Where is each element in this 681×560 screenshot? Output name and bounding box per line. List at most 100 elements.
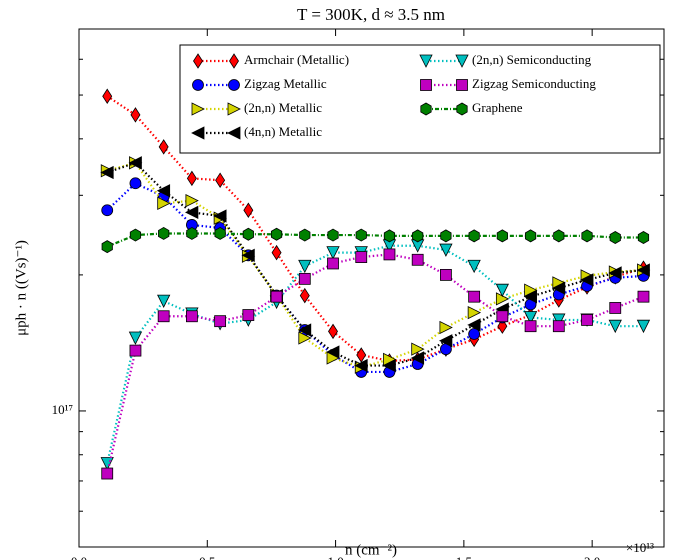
data-point [496,229,508,243]
data-point [243,202,254,218]
data-point [128,156,142,170]
data-point [637,290,650,303]
data-point [439,334,453,348]
x-tick-label: 0.5 [199,554,215,560]
data-point [270,227,283,241]
data-point [440,268,452,281]
data-point [356,347,367,363]
data-point [524,229,537,243]
plot-frame [78,28,665,548]
data-point [355,251,368,263]
data-point [608,266,622,280]
data-point [411,342,425,356]
plot-area: 0.0 0.5 1.0 1.5 2.0 10¹⁷ [52,29,664,560]
legend-box [179,44,661,154]
data-point [271,244,282,261]
data-point [495,283,510,298]
data-point [326,246,340,260]
legend-label: (2n,n) Semiconducting [472,52,592,67]
data-point [158,227,170,240]
legend-marker [455,54,469,68]
data-point [299,228,311,242]
data-point [355,228,367,242]
data-point [185,193,199,208]
x-tick-label: 1.5 [456,554,472,560]
data-point [298,272,311,285]
data-point [523,290,537,304]
data-point [383,229,396,243]
legend-label: Zigzag Metallic [244,76,327,91]
data-point [439,243,453,257]
legend-label: (2n,n) Metallic [244,100,322,115]
legend-marker [191,126,205,140]
data-point [242,227,254,241]
data-point [410,351,425,365]
legend-marker [419,54,433,68]
data-point [326,345,340,359]
legend-marker [456,79,468,91]
data-point [186,227,198,240]
data-point [551,281,566,295]
data-point [636,263,650,277]
data-point [411,253,424,266]
x-tick-label: 0.0 [71,554,87,560]
data-point [185,205,199,220]
legend-marker [229,53,239,69]
legend-marker [420,79,432,91]
data-point [214,315,227,328]
data-point [552,320,565,333]
chart-title: T = 300K, d ≈ 3.5 nm [297,5,445,24]
y-tick-label: 10¹⁷ [52,402,73,417]
data-point [157,196,171,210]
legend-marker [193,53,203,69]
data-point [128,331,143,345]
data-point [186,170,197,187]
data-point [383,248,396,261]
data-point [157,294,171,308]
legend-label: Zigzag Semiconducting [472,76,596,91]
data-point [299,287,310,304]
data-point [241,248,255,262]
data-point [523,311,538,325]
data-point [468,229,480,243]
legend-marker [192,79,204,91]
data-point [467,318,481,332]
legend-label: (4n,n) Metallic [244,124,322,139]
data-point [214,227,226,240]
data-point [636,319,651,334]
data-point [467,306,482,320]
data-point [524,283,538,297]
data-point [130,107,141,123]
data-point [185,310,198,323]
legend-marker [420,102,432,116]
series-line [106,161,644,369]
data-point [129,177,142,190]
data-point [467,259,481,274]
data-point [129,344,142,357]
data-point [100,165,114,180]
data-point [468,290,481,303]
data-point [580,273,594,287]
data-point [609,231,621,244]
legend-marker [227,102,241,116]
data-point [158,139,169,155]
data-point [440,229,452,243]
data-point [215,172,226,188]
data-point [382,358,396,373]
data-point [328,323,338,340]
data-point [552,313,566,327]
data-point [496,310,509,323]
data-point [298,331,312,345]
data-point [581,229,593,243]
x-tick-label: 2.0 [584,554,600,560]
legend-marker [228,79,240,91]
data-point [129,228,142,242]
x-axis-label: n (cm⁻²) [345,542,397,558]
data-point [327,228,339,242]
data-point [242,309,255,321]
legend-label: Graphene [472,100,523,115]
data-point [553,229,565,243]
data-point [297,323,312,337]
legend-marker [191,102,205,116]
